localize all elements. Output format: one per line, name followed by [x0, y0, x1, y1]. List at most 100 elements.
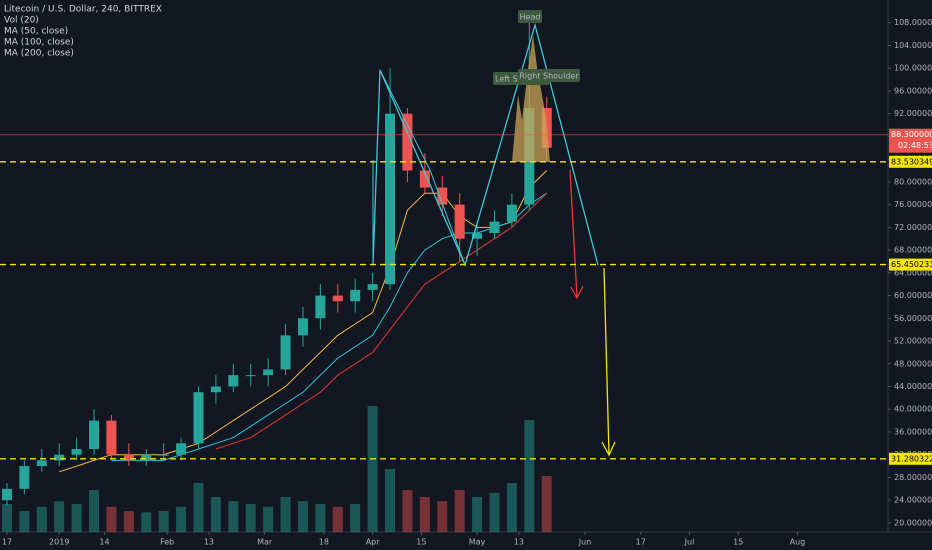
volume-bar: [71, 504, 82, 532]
x-tick-label: 13: [204, 538, 214, 547]
trend-lines: [379, 69, 466, 266]
y-tick-label: 72.00000000: [894, 223, 932, 232]
y-tick-label: 96.00000000: [894, 86, 932, 95]
candle-body: [1, 488, 12, 501]
volume-bar: [54, 501, 65, 532]
volume-bar: [1, 504, 12, 532]
y-tick-label: 60.00000000: [894, 291, 932, 300]
candle-body: [489, 221, 500, 234]
volume-bar: [36, 506, 47, 532]
volume-bar: [350, 504, 361, 532]
x-tick-label: Jun: [578, 538, 592, 547]
candle-body: [36, 460, 47, 467]
volume-bar: [123, 511, 134, 532]
volume-bar: [297, 501, 308, 532]
candle-body: [19, 466, 30, 489]
y-tick-label: 28.00000000: [894, 473, 932, 482]
volume-bar: [454, 490, 465, 532]
countdown-label: 02:48:53: [898, 141, 932, 150]
chart-title: Litecoin / U.S. Dollar, 240, BITTREX: [4, 5, 162, 15]
volume-bar: [158, 511, 169, 532]
x-tick-label: Jul: [684, 538, 695, 547]
annotation: Head: [520, 13, 541, 22]
arrow: [569, 169, 578, 298]
y-tick-label: 44.00000000: [894, 382, 932, 391]
level-label-box: [889, 452, 932, 465]
candle-body: [123, 454, 134, 461]
volume-bar: [437, 501, 448, 532]
candle-body: [263, 369, 274, 376]
arrow-head: [570, 285, 584, 300]
level-label: 31.28032273: [891, 454, 932, 463]
x-tick-label: Aug: [790, 538, 806, 547]
volume-bar: [280, 497, 291, 532]
volume-bar: [402, 490, 413, 532]
x-tick-label: Feb: [160, 538, 174, 547]
candle-body: [332, 295, 343, 302]
y-tick-label: 24.00000000: [894, 496, 932, 505]
y-tick-label: 40.00000000: [894, 405, 932, 414]
volume-bar: [524, 420, 535, 532]
x-tick-label: 15: [733, 538, 743, 547]
volume-bar: [210, 497, 221, 532]
level-label-box: [889, 258, 932, 271]
volume-bar: [19, 511, 30, 532]
candle-body: [54, 454, 65, 461]
last-price-label: 88.30000000: [891, 130, 932, 139]
volume-bar: [506, 483, 517, 532]
candle-body: [472, 233, 483, 239]
candle-body: [71, 449, 82, 455]
volume-bar: [489, 492, 500, 532]
candle-body: [193, 392, 204, 444]
candle-body: [141, 454, 152, 461]
arrow-head: [601, 441, 616, 457]
x-tick-label: Mar: [257, 538, 273, 547]
y-tick-label: 92.00000000: [894, 109, 932, 118]
candle-body: [402, 113, 413, 171]
candle-body: [210, 386, 221, 393]
level-label: 65.45023399: [891, 260, 932, 269]
ma-line: [59, 170, 548, 473]
plot: [1, 22, 552, 532]
level-label: 83.53034948: [891, 157, 932, 166]
volume-bar: [367, 406, 378, 532]
candle-body: [350, 289, 361, 302]
candle-body: [437, 187, 448, 205]
x-tick-label: 14: [99, 538, 109, 547]
annotation-box: [518, 69, 580, 82]
candle-body: [419, 170, 430, 188]
x-tick-label: 2019: [49, 538, 69, 547]
y-tick-label: 36.00000000: [894, 427, 932, 436]
y-tick-label: 48.00000000: [894, 359, 932, 368]
x-tick-label: Apr: [366, 538, 381, 547]
y-tick-label: 20.00000000: [894, 518, 932, 527]
x-tick-label: 17: [2, 538, 12, 547]
annotation-box: [518, 10, 542, 23]
volume-bar: [193, 483, 204, 532]
volume-bar: [106, 506, 117, 532]
candle-body: [454, 204, 465, 239]
candle-body: [228, 375, 239, 387]
candle-body: [315, 295, 326, 319]
candle-body: [158, 454, 169, 456]
candle-body: [245, 375, 256, 377]
volume-bar: [385, 469, 396, 532]
level-label-box: [889, 155, 932, 168]
indicator-label: Vol (20): [4, 16, 39, 26]
y-tick-label: 100.00000000: [894, 64, 932, 73]
candle-body: [106, 420, 117, 455]
volume-bar: [141, 512, 152, 532]
indicator-label: MA (50, close): [4, 27, 68, 37]
candle-body: [367, 284, 378, 290]
volume-bar: [419, 497, 430, 532]
volume-bar: [332, 506, 343, 532]
volume-bar: [472, 497, 483, 532]
volume-bar: [541, 476, 552, 532]
volume-bar: [245, 504, 256, 532]
annotation: Right Shoulder: [519, 72, 579, 81]
volume-bar: [176, 506, 187, 532]
candle-body: [506, 204, 517, 222]
y-tick-label: 52.00000000: [894, 337, 932, 346]
y-tick-label: 108.00000000: [894, 18, 932, 27]
